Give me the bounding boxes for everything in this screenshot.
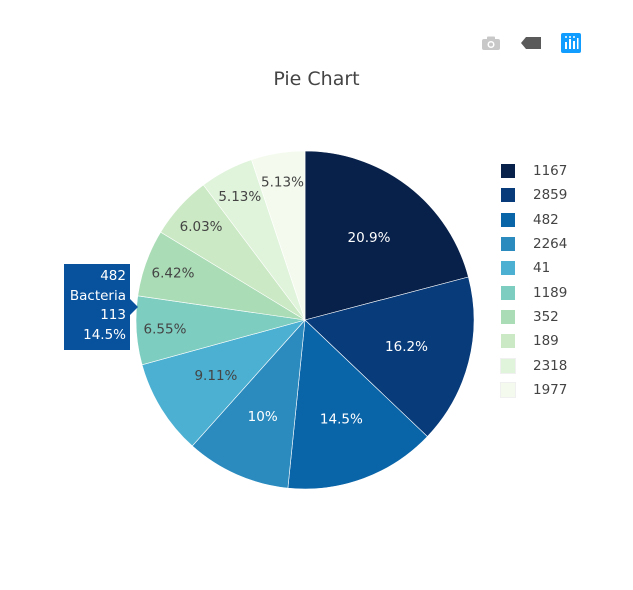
legend-label: 1977 bbox=[533, 381, 568, 398]
pie-slice-label: 10% bbox=[248, 409, 278, 425]
legend-swatch bbox=[501, 261, 515, 276]
pie-slice-label: 6.55% bbox=[144, 322, 187, 338]
legend-label: 482 bbox=[533, 211, 559, 228]
hover-label: 482 bbox=[100, 268, 126, 284]
pie-slice-label: 5.13% bbox=[261, 175, 304, 191]
plotly-logo-icon[interactable] bbox=[560, 33, 582, 53]
legend-label: 2264 bbox=[533, 236, 568, 253]
pie-slice-1167[interactable] bbox=[304, 150, 469, 321]
camera-icon[interactable] bbox=[480, 33, 502, 53]
legend-label: 352 bbox=[533, 308, 559, 325]
legend-label: 1189 bbox=[533, 284, 568, 301]
eraser-icon[interactable] bbox=[520, 33, 542, 53]
legend-label: 2318 bbox=[533, 357, 568, 374]
legend: 1167 2859 482 2264 41 1189 352 189 2318 1977 bbox=[500, 159, 568, 402]
legend-item-352[interactable]: 352 bbox=[501, 305, 567, 329]
legend-swatch bbox=[501, 164, 515, 179]
pie-slice-label: 20.9% bbox=[348, 230, 391, 246]
pie-slice-label: 16.2% bbox=[385, 339, 428, 355]
legend-label: 1167 bbox=[533, 163, 568, 180]
legend-swatch bbox=[501, 237, 515, 252]
legend-item-2859[interactable]: 2859 bbox=[501, 183, 567, 207]
legend-swatch bbox=[500, 357, 516, 374]
pie-slice-482[interactable] bbox=[287, 319, 428, 490]
hover-value: 113 bbox=[100, 307, 126, 323]
legend-swatch bbox=[501, 334, 515, 349]
pie-slice-2859[interactable] bbox=[304, 276, 475, 437]
legend-item-2264[interactable]: 2264 bbox=[501, 232, 567, 256]
legend-item-1977[interactable]: 1977 bbox=[500, 378, 568, 402]
pie-slice-2264[interactable] bbox=[191, 319, 306, 489]
pie-slice-labels: 20.9% 16.2% 14.5% 10% 9.11% 6.55% 6.42% 6.03% 5.… bbox=[144, 175, 429, 428]
legend-item-482[interactable]: 482 bbox=[501, 208, 567, 232]
legend-item-189[interactable]: 189 bbox=[501, 329, 567, 353]
modebar bbox=[480, 33, 582, 53]
legend-swatch bbox=[500, 381, 516, 398]
pie-slices bbox=[135, 150, 475, 490]
legend-swatch bbox=[501, 309, 515, 324]
legend-label: 41 bbox=[533, 260, 551, 277]
pie-slice-label: 6.03% bbox=[180, 219, 223, 235]
pie-slice-41[interactable] bbox=[141, 319, 306, 447]
legend-swatch bbox=[501, 212, 515, 227]
pie-slice-1977[interactable] bbox=[251, 150, 306, 321]
legend-swatch bbox=[501, 188, 515, 203]
legend-label: 189 bbox=[533, 333, 559, 350]
chart-title: Pie Chart bbox=[273, 68, 360, 90]
pie-slice-label: 9.11% bbox=[194, 368, 237, 384]
hover-text: Bacteria bbox=[69, 287, 126, 304]
legend-item-1167[interactable]: 1167 bbox=[501, 159, 567, 183]
legend-item-2318[interactable]: 2318 bbox=[500, 353, 568, 377]
legend-swatch bbox=[501, 285, 515, 300]
pie-slice-label: 14.5% bbox=[320, 411, 363, 427]
legend-item-1189[interactable]: 1189 bbox=[501, 280, 567, 304]
legend-label: 2859 bbox=[533, 187, 568, 204]
legend-item-41[interactable]: 41 bbox=[501, 256, 567, 280]
hover-tooltip: 482 Bacteria 113 14.5% bbox=[64, 264, 138, 350]
pie-slice-label: 5.13% bbox=[218, 189, 261, 205]
pie-slice-label: 6.42% bbox=[152, 266, 195, 282]
hover-percent: 14.5% bbox=[83, 326, 126, 343]
